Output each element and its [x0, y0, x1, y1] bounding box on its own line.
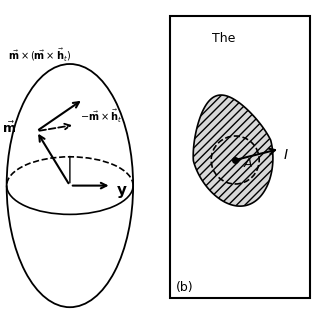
- Text: (b): (b): [176, 282, 194, 294]
- Text: $\vec{\mathbf{m}}\times(\vec{\mathbf{m}}\times\vec{\mathbf{h}}_t)$: $\vec{\mathbf{m}}\times(\vec{\mathbf{m}}…: [8, 46, 71, 63]
- Text: The: The: [212, 32, 236, 45]
- Text: $-\vec{\mathbf{m}}\times\vec{\mathbf{h}}_t$: $-\vec{\mathbf{m}}\times\vec{\mathbf{h}}…: [80, 108, 122, 125]
- Text: $\mathbf{y}$: $\mathbf{y}$: [116, 184, 128, 200]
- Bar: [170, 16, 310, 298]
- Text: $\vec{\mathbf{m}}$: $\vec{\mathbf{m}}$: [2, 120, 16, 136]
- Polygon shape: [193, 95, 273, 206]
- Text: $I$: $I$: [283, 148, 289, 162]
- Text: $A$: $A$: [243, 157, 253, 170]
